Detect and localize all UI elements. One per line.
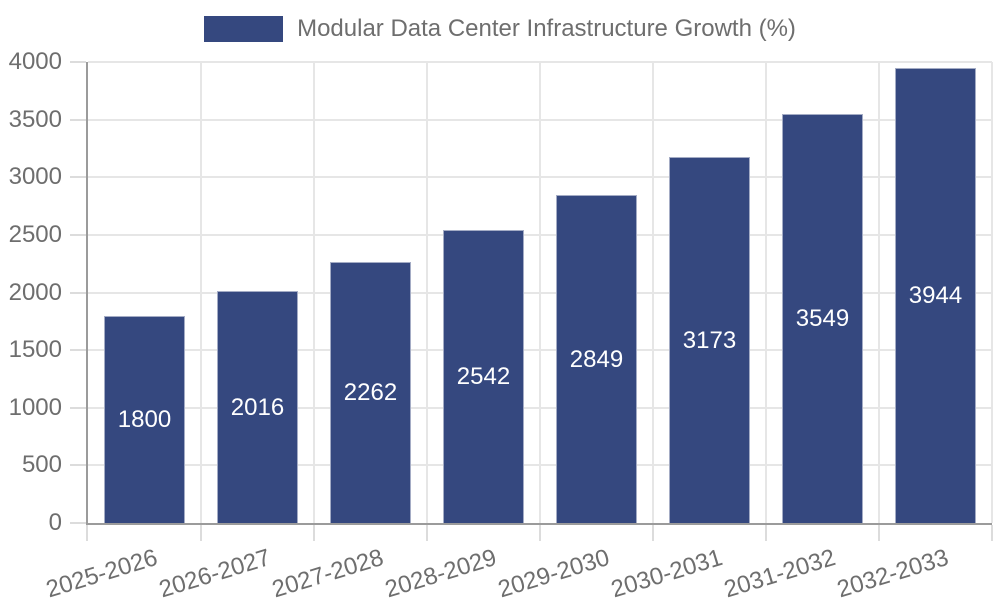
bar: 3549 <box>782 114 863 523</box>
x-axis-tick <box>200 525 202 541</box>
legend-swatch <box>204 16 284 42</box>
bar: 3173 <box>669 157 750 523</box>
bar-value-label: 2262 <box>343 379 398 406</box>
bar-value-label: 1800 <box>117 406 172 433</box>
bar-value-label: 3944 <box>908 282 963 309</box>
bar: 2016 <box>217 291 298 523</box>
gridline-vertical <box>878 62 880 523</box>
y-axis-tick-label: 4000 <box>8 48 62 75</box>
x-axis-tick <box>426 525 428 541</box>
x-axis-tick <box>878 525 880 541</box>
y-axis-tick <box>70 176 86 178</box>
bar-value-label: 2849 <box>569 345 624 373</box>
y-axis-tick <box>70 61 86 63</box>
y-axis-tick-label: 1500 <box>8 336 62 363</box>
y-axis-tick-label: 2500 <box>8 221 62 248</box>
x-axis-tick <box>86 525 88 541</box>
plot-area: 0 500 1000 1500 2000 2500 3000 3500 4000 1800 2016… <box>9 49 993 600</box>
x-axis-category-label: 2030-2031 <box>607 544 726 600</box>
bar: 1800 <box>104 316 185 523</box>
gridline-vertical <box>652 62 654 523</box>
bar-value-label: 2542 <box>456 363 511 390</box>
x-axis-category-label: 2028-2029 <box>381 544 500 600</box>
chart-legend-item[interactable]: Modular Data Center Infrastructure Growt… <box>0 15 1000 43</box>
gridline-vertical <box>200 62 202 523</box>
bar: 2542 <box>443 230 524 523</box>
y-axis-tick-label: 1000 <box>8 394 62 421</box>
bar-value-label: 3173 <box>682 326 737 354</box>
gridline-vertical <box>765 62 767 523</box>
y-axis-tick <box>70 119 86 121</box>
x-axis-category-label: 2029-2030 <box>494 544 613 600</box>
x-axis-category-label: 2027-2028 <box>268 544 387 600</box>
y-axis-tick-label: 3500 <box>8 106 62 133</box>
y-axis-tick <box>70 234 86 236</box>
legend-label: Modular Data Center Infrastructure Growt… <box>297 15 796 42</box>
gridline-vertical <box>991 62 993 523</box>
y-axis-tick <box>70 349 86 351</box>
x-axis-category-label: 2025-2026 <box>42 544 161 600</box>
y-axis-tick <box>70 522 86 524</box>
y-axis-tick-label: 2000 <box>8 279 62 306</box>
bar: 3944 <box>895 68 976 523</box>
y-axis-tick <box>70 464 86 466</box>
bar: 2262 <box>330 262 411 523</box>
y-axis-tick <box>70 292 86 294</box>
bar: 2849 <box>556 195 637 523</box>
y-axis-tick-label: 500 <box>21 451 62 478</box>
bar-value-label: 2016 <box>230 393 285 421</box>
y-axis-tick-label: 0 <box>48 509 62 536</box>
bar-value-label: 3549 <box>795 305 850 332</box>
gridline-vertical <box>426 62 428 523</box>
x-axis-category-label: 2032-2033 <box>833 544 952 600</box>
x-axis-tick <box>652 525 654 541</box>
x-axis-category-label: 2026-2027 <box>155 544 274 600</box>
gridline-vertical <box>313 62 315 523</box>
x-axis-category-label: 2031-2032 <box>720 544 839 600</box>
x-axis-tick <box>765 525 767 541</box>
y-axis-tick <box>70 407 86 409</box>
x-axis-tick <box>991 525 993 541</box>
y-axis-tick-label: 3000 <box>8 163 62 190</box>
x-axis-tick <box>313 525 315 541</box>
x-axis-tick <box>539 525 541 541</box>
gridline-vertical <box>539 62 541 523</box>
